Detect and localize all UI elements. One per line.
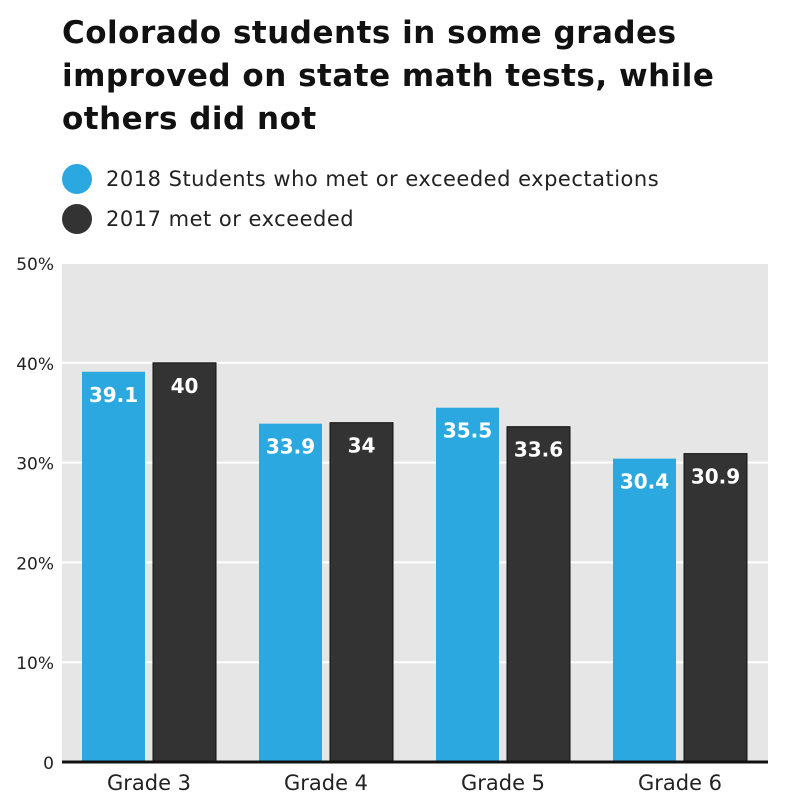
y-tick-label: 40%: [16, 355, 54, 375]
data-label: 33.9: [266, 435, 315, 459]
data-label: 35.5: [443, 419, 492, 443]
chart-title: Colorado students in some grades improve…: [62, 15, 715, 137]
bar: [82, 371, 145, 762]
x-tick-label: Grade 4: [284, 771, 368, 795]
x-tick-label: Grade 3: [107, 771, 191, 795]
bar: [506, 426, 571, 763]
bar: [259, 423, 322, 762]
y-tick-label: 30%: [16, 455, 54, 475]
x-tick-label: Grade 5: [461, 771, 545, 795]
legend-item-2017: 2017 met or exceeded: [62, 204, 354, 234]
y-tick-label: 0: [43, 754, 54, 774]
data-label: 34: [348, 434, 376, 458]
bar: [436, 407, 499, 762]
data-label: 30.9: [691, 465, 740, 489]
legend-label-2017: 2017 met or exceeded: [106, 207, 355, 231]
data-label: 40: [171, 374, 199, 398]
bar: [329, 422, 394, 763]
legend-item-2018: 2018 Students who met or exceeded expect…: [62, 164, 659, 194]
y-tick-label: 50%: [16, 255, 54, 275]
data-label: 33.6: [514, 438, 563, 462]
legend-swatch-2018: [62, 164, 92, 194]
bar: [683, 453, 748, 763]
bar: [152, 362, 217, 763]
legend-label-2018: 2018 Students who met or exceeded expect…: [106, 167, 660, 191]
data-label: 39.1: [89, 383, 138, 407]
bar: [613, 458, 676, 762]
y-tick-label: 20%: [16, 554, 54, 574]
y-tick-label: 10%: [16, 654, 54, 674]
x-tick-label: Grade 6: [638, 771, 722, 795]
legend-swatch-2017: [62, 204, 92, 234]
data-label: 30.4: [620, 470, 669, 494]
